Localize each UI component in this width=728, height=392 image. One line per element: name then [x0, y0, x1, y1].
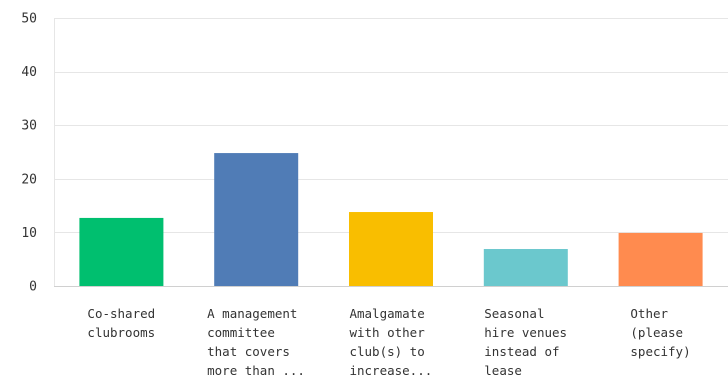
bar-4[interactable] [483, 249, 568, 286]
y-tick-label: 10 [21, 226, 37, 241]
bar-2[interactable] [214, 153, 299, 286]
y-tick-label: 50 [21, 12, 37, 27]
bar-3[interactable] [349, 212, 433, 286]
x-category-label: Amalgamate with other club(s) to increase..… [349, 306, 432, 378]
x-category-label: Co-shared clubrooms [87, 306, 155, 340]
y-tick-label: 30 [21, 119, 37, 134]
y-tick-label: 20 [21, 172, 37, 187]
y-axis-ticks: 0 10 20 30 40 50 [21, 12, 37, 295]
bars [79, 153, 703, 286]
y-tick-label: 0 [29, 280, 37, 295]
y-tick-label: 40 [21, 65, 37, 80]
x-category-label: Other (please specify) [630, 306, 690, 359]
x-category-label: Seasonal hire venues instead of lease [484, 306, 567, 378]
grid-lines [54, 18, 728, 287]
bar-5[interactable] [618, 232, 703, 286]
x-axis-labels: Co-shared clubrooms A management committee t… [87, 306, 690, 378]
x-category-label: A management committee that covers more tha… [207, 306, 305, 378]
bar-1[interactable] [79, 217, 164, 286]
